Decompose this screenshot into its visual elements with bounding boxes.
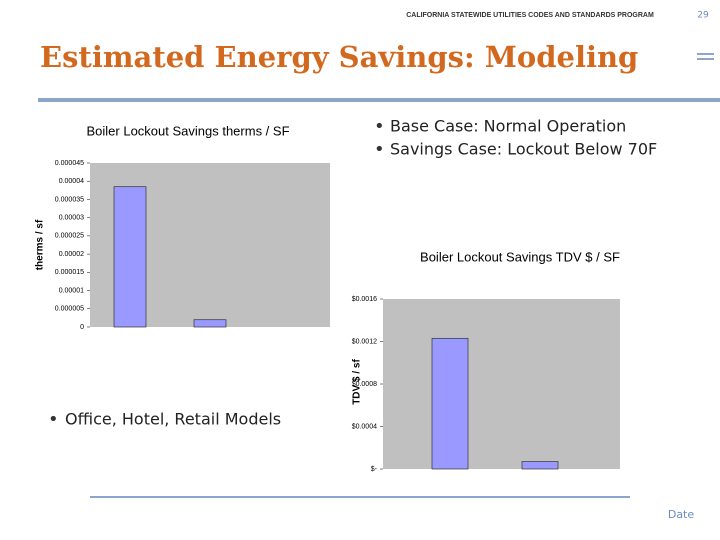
footer-date: Date [668,508,695,521]
slide-title: Estimated Energy Savings: Modeling [40,40,638,74]
y-tick-label: 0.000005 [55,306,84,313]
y-tick-label: 0.000035 [55,196,84,203]
y-tick-label: 0.000045 [55,160,84,167]
y-tick-label: 0.000025 [55,233,84,240]
y-tick-label: 0 [80,324,84,331]
bullet: Savings Case: Lockout Below 70F [390,140,657,159]
y-tick-label: 0.00002 [59,251,84,258]
plot-area [383,299,620,469]
y-axis-label: therms / sf [35,219,46,270]
y-tick-label: 0.000015 [55,269,84,276]
program-header: CALIFORNIA STATEWIDE UTILITIES CODES AND… [406,12,654,19]
bullet-dot: • [48,409,59,430]
chart-title: Boiler Lockout Savings TDV $ / SF [420,249,620,264]
y-tick-label: $0.0008 [352,381,377,388]
bullet-dot: • [374,116,385,137]
chart-title: Boiler Lockout Savings therms / SF [86,123,289,138]
y-tick-label: 0.00003 [59,215,84,222]
y-axis-label: TDV $ / sf [352,359,363,405]
bullet-dot: • [374,139,385,160]
bar [521,461,559,470]
y-tick-label: $0.0012 [352,338,377,345]
bullet: Base Case: Normal Operation [390,117,626,136]
bullet: Office, Hotel, Retail Models [65,410,281,429]
y-tick-label: 0.00001 [59,287,84,294]
bar [193,319,227,328]
bar [431,337,469,470]
y-tick-label: $0.0016 [352,296,377,303]
page-number: 29 [697,11,709,21]
bar [113,186,147,328]
y-tick-label: $- [371,466,378,473]
y-tick-label: $0.0004 [352,423,377,430]
y-tick-label: 0.00004 [59,178,84,185]
